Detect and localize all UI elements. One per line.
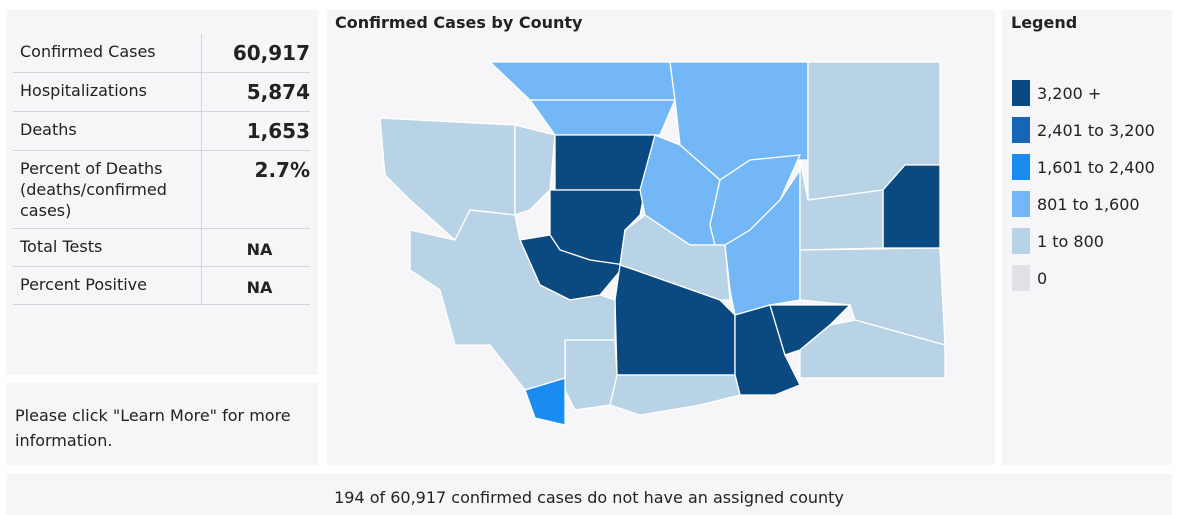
- stat-row: Percent of Deaths (deaths/confirmed case…: [13, 150, 310, 229]
- county: [528, 99, 676, 136]
- legend-label: 3,200 +: [1037, 83, 1102, 103]
- stat-row: Deaths 1,653: [13, 111, 310, 151]
- county: [564, 339, 618, 411]
- legend-swatch: [1012, 191, 1030, 217]
- legend-label: 0: [1037, 268, 1048, 288]
- legend-panel: Legend 3,200 + 2,401 to 3,200 1,601 to 2,4…: [1002, 10, 1172, 465]
- legend-label: 1,601 to 2,400: [1037, 157, 1155, 177]
- legend-item: 2,401 to 3,200: [1012, 117, 1155, 143]
- stat-row: Total Tests NA: [13, 228, 310, 267]
- legend-item: 0: [1012, 265, 1047, 291]
- legend-item: 1 to 800: [1012, 228, 1104, 254]
- legend-label: 2,401 to 3,200: [1037, 120, 1155, 140]
- legend-label: 1 to 800: [1037, 231, 1104, 251]
- stat-row: Confirmed Cases 60,917: [13, 34, 310, 73]
- legend-swatch: [1012, 80, 1030, 106]
- county: [488, 61, 676, 101]
- legend-item: 3,200 +: [1012, 80, 1101, 106]
- stats-panel: Confirmed Cases 60,917 Hospitalizations 5,8…: [6, 10, 318, 375]
- legend-swatch: [1012, 265, 1030, 291]
- note: Please click "Learn More" for more infor…: [15, 406, 291, 450]
- stat-value: 60,917: [201, 34, 310, 73]
- stat-label: Percent Positive: [13, 266, 202, 305]
- county: [799, 319, 946, 379]
- stat-value: NA: [201, 228, 310, 267]
- county: [609, 374, 741, 416]
- stat-value: 5,874: [201, 72, 310, 112]
- footer-panel: 194 of 60,917 confirmed cases do not hav…: [6, 474, 1172, 515]
- stat-value: 2.7%: [201, 150, 310, 229]
- legend-swatch: [1012, 228, 1030, 254]
- stat-label: Deaths: [13, 111, 202, 151]
- county: [799, 159, 884, 251]
- county-map: [379, 61, 946, 426]
- stat-label: Total Tests: [13, 228, 202, 267]
- stats-table: Confirmed Cases 60,917 Hospitalizations 5,8…: [13, 34, 310, 305]
- stat-value: NA: [201, 266, 310, 305]
- county: [409, 209, 616, 391]
- county: [514, 124, 556, 216]
- stat-label: Confirmed Cases: [13, 34, 202, 73]
- note-panel: Please click "Learn More" for more infor…: [6, 383, 318, 465]
- stat-label: Percent of Deaths (deaths/confirmed case…: [13, 150, 202, 229]
- map-panel: Confirmed Cases by County: [327, 10, 995, 465]
- legend-swatch: [1012, 154, 1030, 180]
- stat-row: Hospitalizations 5,874: [13, 72, 310, 112]
- legend-swatch: [1012, 117, 1030, 143]
- legend-item: 1,601 to 2,400: [1012, 154, 1155, 180]
- stat-value: 1,653: [201, 111, 310, 151]
- legend-title: Legend: [1011, 13, 1078, 32]
- stat-row: Percent Positive NA: [13, 266, 310, 305]
- footer-note: 194 of 60,917 confirmed cases do not hav…: [334, 488, 844, 507]
- map-title: Confirmed Cases by County: [335, 13, 583, 32]
- legend-item: 801 to 1,600: [1012, 191, 1140, 217]
- legend-label: 801 to 1,600: [1037, 194, 1140, 214]
- stat-label: Hospitalizations: [13, 72, 202, 112]
